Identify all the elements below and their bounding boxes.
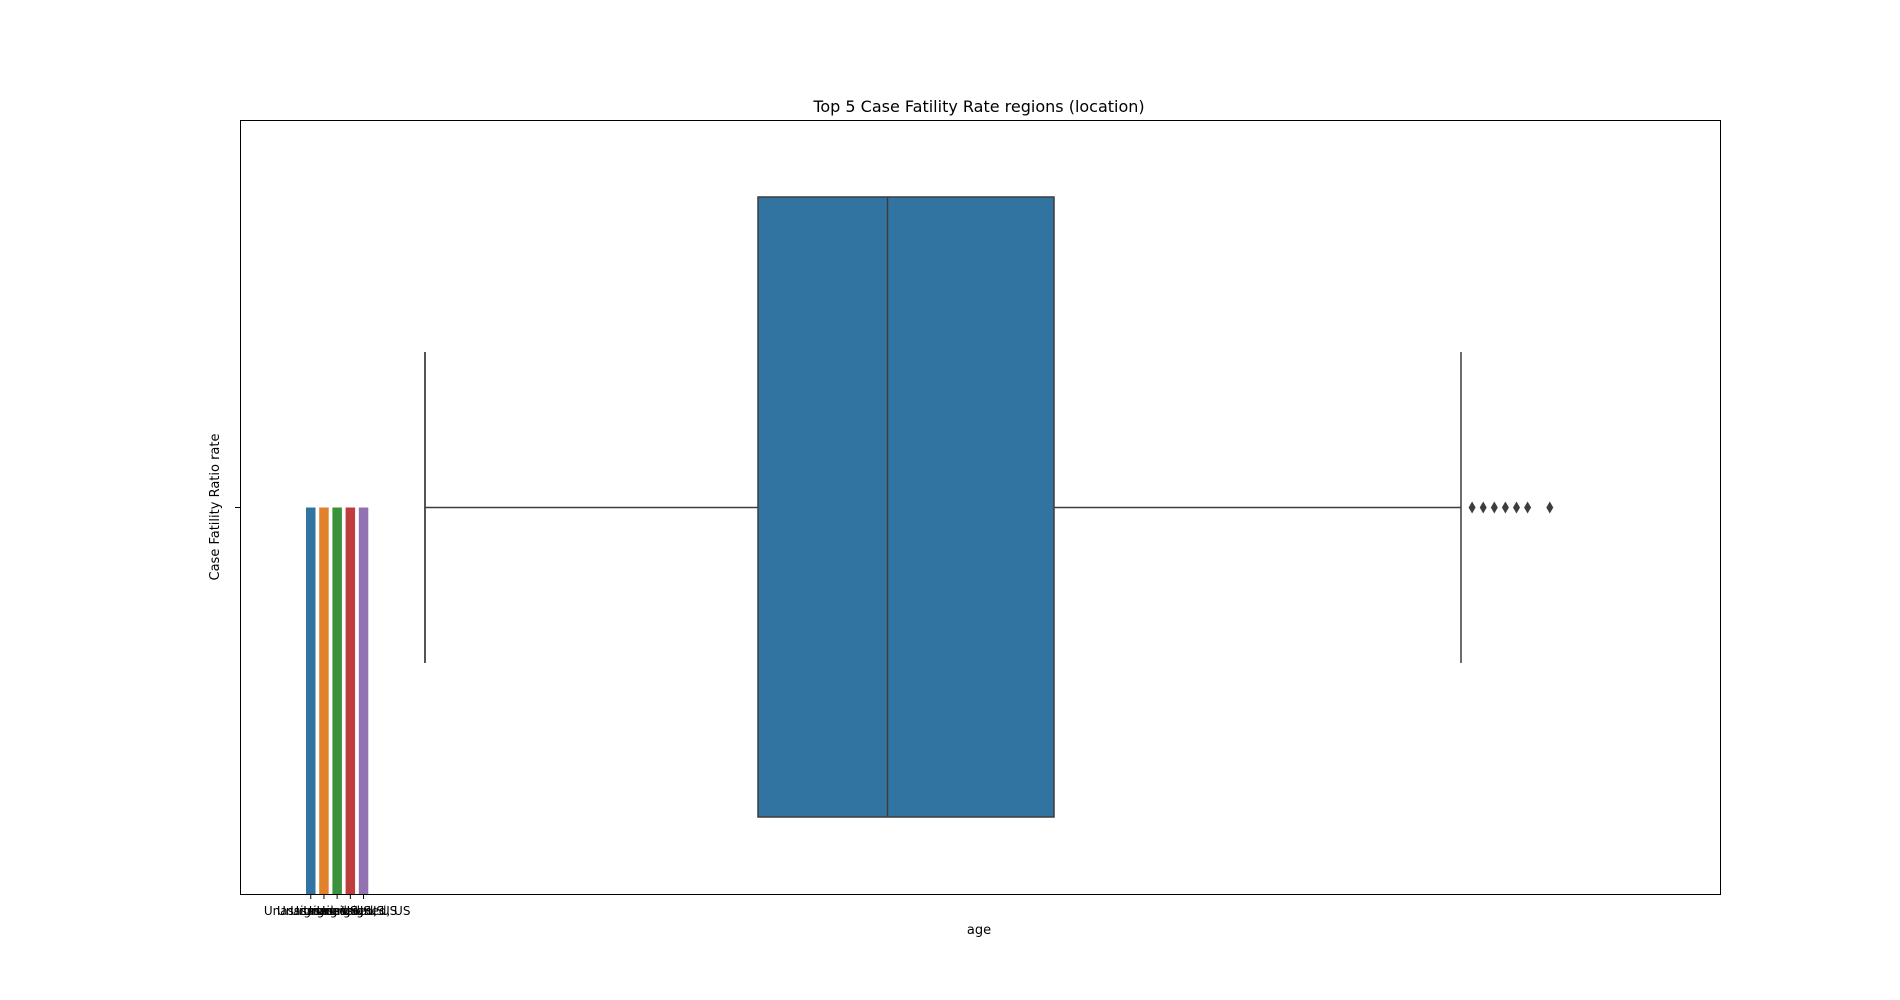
outlier-point [1546, 501, 1554, 514]
bar [358, 507, 369, 894]
chart-marks [306, 196, 1554, 894]
outlier-point [1524, 501, 1532, 514]
x-tick-label: Unassigned, US [277, 904, 371, 918]
outlier-point [1468, 501, 1476, 514]
x-tick-label: Unassigned, US [264, 904, 358, 918]
chart-title: Top 5 Case Fatility Rate regions (locati… [812, 97, 1144, 116]
outlier-point [1479, 501, 1487, 514]
bar [332, 507, 342, 894]
x-tick-label: Unassigned, US [317, 904, 411, 918]
x-tick-label: Unassigned, US [290, 904, 384, 918]
outlier-point [1490, 501, 1498, 514]
x-axis-label: age [967, 923, 991, 938]
plot-frame [240, 120, 1721, 895]
bar [306, 507, 316, 894]
outlier-point [1501, 501, 1509, 514]
outlier-point [1513, 501, 1520, 514]
x-tick-label: Unassigned, US [303, 904, 397, 918]
bar [345, 507, 356, 894]
bar [319, 507, 329, 894]
y-axis-label: Case Fatility Ratio rate [208, 434, 223, 581]
box-iqr [757, 196, 1055, 818]
